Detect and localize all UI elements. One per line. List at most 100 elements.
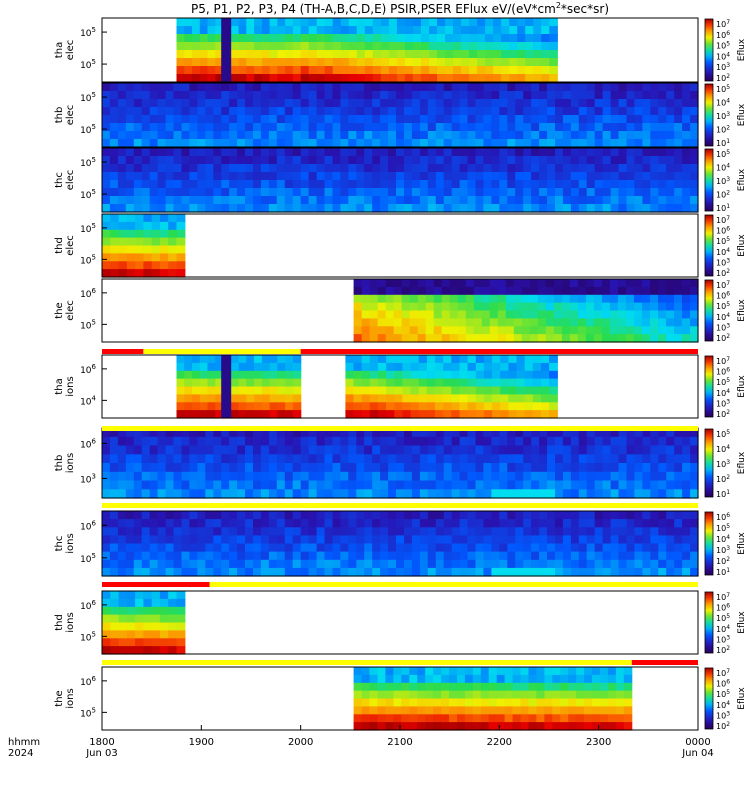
spectrogram-cell [528,674,537,684]
y-tick-label: 105 [80,253,96,266]
spectrogram-cell [285,410,294,419]
spectrogram-cell [141,436,151,447]
spectrogram-cell [149,115,159,124]
spectrogram-cell [181,131,190,140]
spectrogram-cell [197,83,206,92]
spectrogram-cell [356,66,366,75]
spectrogram-cell [207,66,216,75]
spectrogram-cell [151,614,161,624]
spectrogram-cell [594,567,604,577]
spectrogram-cell [284,543,294,553]
flag-segment-red [102,349,144,354]
spectrogram-cell [364,42,374,51]
spectrogram-cell [650,156,659,165]
spectrogram-cell [451,131,461,140]
spectrogram-cell [517,34,526,43]
spectrogram-cell [205,511,214,520]
spectrogram-cell [489,310,499,319]
spectrogram-cell [634,172,643,181]
spectrogram-cell [348,543,357,553]
spectrogram-cell [109,559,119,569]
spectrogram-cell [427,511,437,520]
spectrogram-cell [221,436,230,447]
spectrogram-cell [369,682,378,692]
colorbar-tick-label: 102 [716,268,730,278]
spectrogram-cell [435,480,445,490]
spectrogram-cell [377,682,386,692]
spectrogram-cell [539,115,548,124]
spectrogram-cell [690,334,699,343]
spectrogram-cell [435,91,445,100]
spectrogram-cell [419,196,429,205]
spectrogram-cell [475,480,484,490]
spectrogram-cell [594,535,604,545]
spectrogram-cell [324,34,334,43]
spectrogram-cell [523,436,532,447]
spectrogram-cell [348,26,358,35]
spectrogram-cell [284,188,294,197]
spectrogram-cell [610,123,620,132]
spectrogram-cell [412,42,422,51]
spectrogram-cell [674,527,683,536]
spectrogram-cell [576,682,585,692]
spectrogram-cell [353,706,363,715]
spectrogram-cell [268,123,278,132]
spectrogram-cell [497,279,507,288]
spectrogram-cell [555,107,564,116]
flag-segment-yellow [143,349,301,354]
spectrogram-cell [531,543,540,553]
spectrogram-cell [157,139,167,148]
spectrogram-cell [541,18,550,27]
spectrogram-cell [199,34,209,43]
spectrogram-cell [578,180,588,189]
spectrogram-cell [388,489,397,499]
spectrogram-cell [618,148,627,157]
spectrogram-cell [626,445,635,455]
spectrogram-cell [625,310,635,319]
spectrogram-cell [443,204,453,213]
spectrogram-cell [547,131,556,140]
spectrogram-cell [427,527,437,536]
spectrogram-cell [459,172,469,181]
spectrogram-cell [268,551,278,561]
spectrogram-cell [594,172,604,181]
spectrogram-cell [157,551,167,561]
spectrogram-cell [276,115,286,124]
panel-label: the [54,302,65,318]
spectrogram-cell [464,706,474,715]
spectrogram-cell [109,196,119,205]
spectrogram-cell [549,402,558,411]
spectrogram-cell [135,253,144,262]
spectrogram-cell [237,436,246,447]
spectrogram-cell [197,180,206,189]
spectrogram-cell [356,480,365,490]
spectrogram-cell [324,50,334,59]
spectrogram-cell [181,535,190,545]
spectrogram-cell [501,66,510,75]
spectrogram-cell [493,26,502,35]
spectrogram-cell [515,156,524,165]
spectrogram-cell [437,74,446,83]
colorbar-tick-label: 105 [716,613,730,623]
spectrogram-cell [372,123,381,132]
spectrogram-cell [411,471,421,482]
spectrogram-cell [260,115,270,124]
spectrogram-cell [189,454,198,464]
spectrogram-cell [151,221,161,231]
spectrogram-cell [308,428,318,438]
spectrogram-cell [316,139,326,148]
spectrogram-cell [157,204,167,213]
spectrogram-cell [690,286,699,296]
spectrogram-cell [308,527,318,536]
spectrogram-cell [641,326,651,335]
spectrogram-cell [473,286,483,296]
spectrogram-cell [513,318,523,327]
spectrogram-cell [245,148,254,157]
spectrogram-cell [245,131,254,140]
spectrogram-cell [356,428,365,438]
spectrogram-cell [369,674,378,684]
spectrogram-cell [277,74,286,83]
spectrogram-cell [459,559,469,569]
spectrogram-cell [109,115,119,124]
spectrogram-cell [238,74,247,83]
